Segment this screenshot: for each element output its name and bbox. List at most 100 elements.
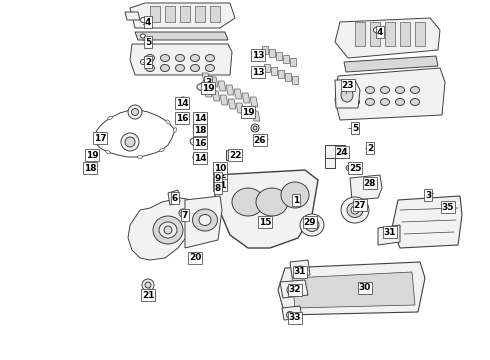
Ellipse shape xyxy=(309,222,315,228)
Bar xyxy=(226,150,238,160)
Ellipse shape xyxy=(138,156,143,158)
Text: 29: 29 xyxy=(304,217,317,226)
Polygon shape xyxy=(215,170,318,248)
Polygon shape xyxy=(250,97,258,107)
Polygon shape xyxy=(276,52,282,60)
Ellipse shape xyxy=(251,124,259,132)
Polygon shape xyxy=(130,3,235,28)
Ellipse shape xyxy=(290,288,294,292)
Text: 5: 5 xyxy=(145,37,151,46)
Polygon shape xyxy=(290,58,296,66)
Ellipse shape xyxy=(131,108,139,116)
Ellipse shape xyxy=(216,165,220,170)
Ellipse shape xyxy=(295,266,305,274)
Polygon shape xyxy=(130,44,232,75)
Text: 31: 31 xyxy=(294,267,306,276)
Text: 3: 3 xyxy=(205,77,211,86)
Ellipse shape xyxy=(193,123,207,133)
Ellipse shape xyxy=(287,311,294,319)
Text: 1: 1 xyxy=(293,195,299,204)
Text: 19: 19 xyxy=(242,108,254,117)
Ellipse shape xyxy=(350,99,360,105)
Text: 14: 14 xyxy=(194,113,206,122)
Polygon shape xyxy=(392,196,462,248)
Text: 5: 5 xyxy=(352,123,358,132)
Polygon shape xyxy=(236,103,244,113)
Ellipse shape xyxy=(197,84,207,90)
Ellipse shape xyxy=(125,137,135,147)
Ellipse shape xyxy=(216,183,220,187)
Polygon shape xyxy=(168,190,180,205)
Text: 12: 12 xyxy=(214,171,226,180)
Polygon shape xyxy=(355,22,365,46)
Ellipse shape xyxy=(180,99,186,104)
Text: 28: 28 xyxy=(364,179,376,188)
Ellipse shape xyxy=(381,99,390,105)
Polygon shape xyxy=(350,175,382,200)
Ellipse shape xyxy=(205,64,215,72)
Text: 18: 18 xyxy=(84,163,96,172)
Ellipse shape xyxy=(161,54,170,62)
Polygon shape xyxy=(283,55,289,63)
Polygon shape xyxy=(220,95,228,105)
Polygon shape xyxy=(292,76,298,84)
Polygon shape xyxy=(278,70,284,78)
Text: 8: 8 xyxy=(215,184,221,193)
Ellipse shape xyxy=(348,166,352,170)
Ellipse shape xyxy=(136,108,141,112)
Polygon shape xyxy=(370,22,380,46)
Ellipse shape xyxy=(179,209,187,217)
Text: 32: 32 xyxy=(289,285,301,294)
Ellipse shape xyxy=(181,211,185,215)
Ellipse shape xyxy=(260,137,268,143)
Ellipse shape xyxy=(164,226,172,234)
Ellipse shape xyxy=(256,188,288,216)
Polygon shape xyxy=(218,81,226,91)
Polygon shape xyxy=(226,85,234,95)
Text: 27: 27 xyxy=(354,201,367,210)
Ellipse shape xyxy=(216,172,220,177)
Polygon shape xyxy=(325,158,335,168)
Polygon shape xyxy=(335,18,440,58)
Text: 4: 4 xyxy=(145,18,151,27)
Text: 2: 2 xyxy=(367,144,373,153)
Ellipse shape xyxy=(173,127,177,132)
Ellipse shape xyxy=(141,59,146,64)
Ellipse shape xyxy=(346,165,354,171)
Ellipse shape xyxy=(142,279,154,291)
Ellipse shape xyxy=(178,97,188,107)
Text: 7: 7 xyxy=(182,211,188,220)
Polygon shape xyxy=(269,49,275,57)
Text: 25: 25 xyxy=(349,163,361,172)
Polygon shape xyxy=(262,46,268,54)
Ellipse shape xyxy=(160,148,164,152)
Ellipse shape xyxy=(425,190,431,195)
Ellipse shape xyxy=(347,202,363,217)
Polygon shape xyxy=(228,99,236,109)
Ellipse shape xyxy=(373,27,378,32)
Text: 14: 14 xyxy=(176,99,188,108)
Polygon shape xyxy=(150,6,160,22)
Ellipse shape xyxy=(411,86,419,94)
Text: 6: 6 xyxy=(172,194,178,202)
Polygon shape xyxy=(292,272,415,308)
Polygon shape xyxy=(285,73,291,81)
Ellipse shape xyxy=(253,126,257,130)
Ellipse shape xyxy=(411,99,419,105)
Ellipse shape xyxy=(153,216,183,244)
Polygon shape xyxy=(244,107,252,117)
Ellipse shape xyxy=(395,99,405,105)
Text: 33: 33 xyxy=(289,314,301,323)
Polygon shape xyxy=(280,280,308,298)
Ellipse shape xyxy=(351,206,359,214)
Ellipse shape xyxy=(350,86,360,94)
Text: 3: 3 xyxy=(425,190,431,199)
Polygon shape xyxy=(125,12,140,20)
Text: 2: 2 xyxy=(145,58,151,67)
Ellipse shape xyxy=(205,54,215,62)
Text: 21: 21 xyxy=(142,291,154,300)
Ellipse shape xyxy=(300,214,324,236)
Ellipse shape xyxy=(261,219,268,225)
Ellipse shape xyxy=(141,18,146,23)
Ellipse shape xyxy=(202,81,207,86)
